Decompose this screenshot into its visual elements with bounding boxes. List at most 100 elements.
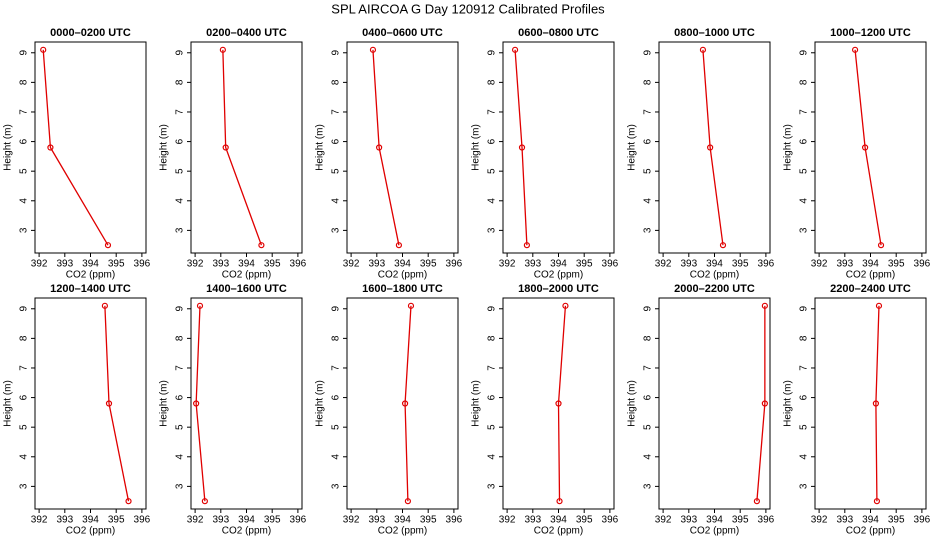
y-axis-label: Height (m)	[315, 124, 326, 171]
plot-box	[34, 41, 147, 254]
profile-line	[514, 49, 528, 246]
y-tick-label: 6	[19, 138, 30, 144]
y-tick-label: 5	[19, 168, 30, 174]
x-axis-label: CO2 (ppm)	[222, 526, 271, 537]
y-tick-label: 9	[19, 306, 30, 312]
x-tick-label: 396	[290, 515, 307, 526]
x-tick-label: 393	[524, 259, 541, 270]
y-tick-label: 3	[19, 227, 30, 233]
profile-point	[761, 400, 768, 407]
profile-point	[101, 302, 108, 309]
x-tick-label: 394	[550, 515, 567, 526]
y-tick-label: 5	[643, 424, 654, 430]
y-tick-label: 5	[487, 424, 498, 430]
profile-point	[219, 46, 226, 53]
x-tick-label: 395	[108, 259, 125, 270]
y-tick-label: 3	[331, 227, 342, 233]
y-axis-label: Height (m)	[471, 380, 482, 427]
x-axis-label: CO2 (ppm)	[222, 270, 271, 281]
panel-title: 0400–0600 UTC	[362, 27, 443, 39]
plot-box	[814, 297, 927, 510]
profile-line	[42, 49, 109, 246]
profile-point	[105, 400, 113, 407]
x-tick-label: 396	[446, 515, 463, 526]
y-tick-label: 8	[643, 79, 654, 85]
x-tick-label: 393	[680, 515, 697, 526]
y-tick-label: 3	[799, 483, 810, 489]
y-tick-label: 7	[175, 109, 186, 115]
profile-point	[104, 242, 112, 249]
profile-line	[195, 305, 206, 502]
profile-point	[407, 302, 415, 309]
y-tick-label: 9	[331, 306, 342, 312]
y-tick-label: 9	[799, 50, 810, 56]
profile-point	[875, 302, 883, 309]
x-axis-label: CO2 (ppm)	[690, 526, 739, 537]
y-tick-label: 6	[175, 138, 186, 144]
y-tick-label: 8	[799, 79, 810, 85]
profile-line	[557, 305, 567, 502]
y-tick-label: 7	[487, 365, 498, 371]
profile-point	[753, 498, 760, 505]
y-tick-label: 9	[487, 306, 498, 312]
y-tick-label: 3	[19, 483, 30, 489]
x-tick-label: 393	[212, 515, 229, 526]
x-axis-label: CO2 (ppm)	[534, 270, 583, 281]
y-tick-label: 6	[487, 394, 498, 400]
x-tick-label: 392	[187, 515, 204, 526]
y-tick-label: 7	[19, 109, 30, 115]
profile-line	[702, 49, 724, 246]
panel-title: 0800–1000 UTC	[674, 27, 755, 39]
y-axis-label: Height (m)	[3, 380, 14, 427]
y-tick-label: 6	[799, 394, 810, 400]
x-tick-label: 393	[368, 515, 385, 526]
profile-point	[401, 400, 409, 407]
y-tick-label: 9	[175, 306, 186, 312]
y-tick-label: 4	[19, 198, 30, 204]
x-tick-label: 392	[499, 259, 516, 270]
y-tick-label: 6	[175, 394, 186, 400]
plot-box	[814, 41, 927, 254]
y-axis-label: Height (m)	[159, 380, 170, 427]
y-tick-label: 4	[487, 198, 498, 204]
plot-box	[34, 297, 147, 510]
x-tick-label: 392	[655, 515, 672, 526]
y-tick-label: 6	[19, 394, 30, 400]
x-tick-label: 394	[706, 259, 723, 270]
plot-box	[190, 297, 303, 510]
y-tick-label: 7	[643, 109, 654, 115]
y-tick-label: 4	[799, 454, 810, 460]
y-tick-label: 7	[799, 109, 810, 115]
y-tick-label: 7	[799, 365, 810, 371]
y-tick-label: 4	[175, 198, 186, 204]
profile-point	[518, 144, 526, 151]
profile-point	[872, 400, 879, 407]
x-axis-label: CO2 (ppm)	[66, 526, 115, 537]
y-tick-label: 4	[331, 454, 342, 460]
x-tick-label: 394	[394, 259, 411, 270]
profile-line	[372, 49, 400, 246]
x-tick-label: 393	[368, 259, 385, 270]
x-tick-label: 394	[706, 515, 723, 526]
y-tick-label: 9	[799, 306, 810, 312]
y-tick-label: 9	[19, 50, 30, 56]
x-tick-label: 395	[732, 515, 749, 526]
y-tick-label: 5	[799, 168, 810, 174]
profile-line	[404, 305, 412, 502]
panel-title: 2000–2200 UTC	[674, 283, 755, 295]
y-tick-label: 6	[643, 394, 654, 400]
x-tick-label: 395	[888, 515, 905, 526]
x-tick-label: 392	[499, 515, 516, 526]
y-tick-label: 8	[487, 335, 498, 341]
profile-point	[201, 498, 208, 505]
profile-point	[877, 242, 885, 249]
profile-point	[555, 400, 562, 407]
profile-point	[376, 144, 383, 151]
y-tick-label: 5	[643, 168, 654, 174]
x-tick-label: 393	[680, 259, 697, 270]
profile-line	[854, 49, 882, 246]
y-tick-label: 4	[799, 198, 810, 204]
x-tick-label: 392	[811, 515, 828, 526]
y-axis-label: Height (m)	[159, 124, 170, 171]
